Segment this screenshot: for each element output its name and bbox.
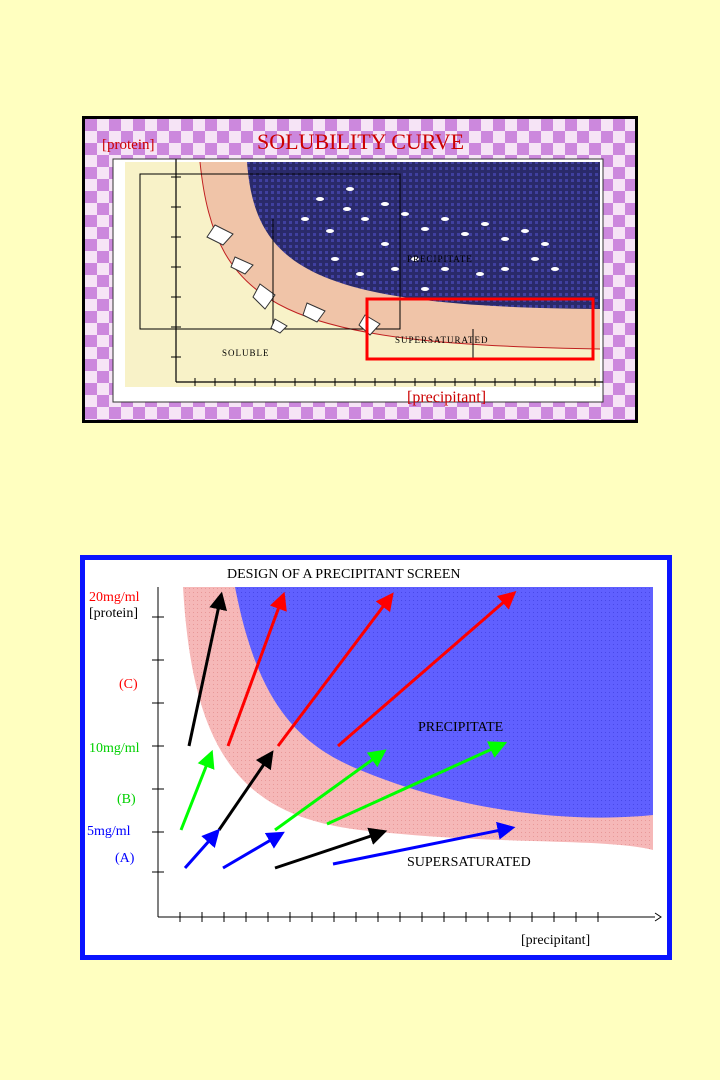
band-label-c: (C)	[119, 677, 138, 692]
supersaturated-label: SUPERSATURATED	[407, 855, 531, 870]
x-axis-label: [precipitant]	[407, 389, 486, 406]
precipitate-particles	[301, 187, 559, 291]
y-axis-ticks	[171, 176, 181, 358]
precipitant-screen-diagram: DESIGN OF A PRECIPITANT SCREEN 20mg/ml […	[80, 555, 672, 960]
solubility-curve-diagram: [protein] SOLUBILITY CURVE PRECIPITATE S…	[82, 116, 638, 423]
crystals	[206, 224, 381, 336]
blue-arrows	[183, 821, 516, 870]
precipitate-label: PRECIPITATE	[407, 254, 473, 264]
band-label-b: (B)	[117, 792, 136, 807]
black-arrows	[187, 591, 388, 870]
x-axis-ticks	[179, 912, 599, 922]
y-axis-label: [protein]	[102, 137, 154, 153]
precipitate-region	[235, 587, 653, 818]
level-label-mid: 10mg/ml	[89, 741, 140, 756]
supersaturated-label: SUPERSATURATED	[395, 335, 489, 345]
y-axis-label: [protein]	[89, 606, 138, 621]
solubility-curve-svg: [protein] SOLUBILITY CURVE PRECIPITATE S…	[85, 119, 635, 420]
soluble-label: SOLUBLE	[222, 348, 270, 358]
red-arrows	[226, 591, 517, 748]
level-label-high: 20mg/ml	[89, 590, 140, 605]
solubility-curve	[199, 161, 601, 350]
y-axis-ticks	[152, 616, 164, 873]
supersaturated-highlight-box	[365, 297, 595, 361]
precipitant-screen-svg: DESIGN OF A PRECIPITANT SCREEN 20mg/ml […	[87, 567, 662, 948]
green-arrows	[179, 741, 508, 832]
x-axis-label: [precipitant]	[521, 933, 590, 948]
x-axis-ticks	[194, 378, 596, 386]
band-label-a: (A)	[115, 851, 135, 866]
chart-title: DESIGN OF A PRECIPITANT SCREEN	[227, 567, 461, 582]
chart-title: SOLUBILITY CURVE	[257, 129, 464, 154]
x-axis-arrowhead	[654, 912, 662, 922]
level-label-low: 5mg/ml	[87, 824, 131, 839]
precipitate-region	[247, 162, 600, 309]
inner-frame	[139, 173, 401, 330]
precipitate-label: PRECIPITATE	[418, 720, 503, 735]
